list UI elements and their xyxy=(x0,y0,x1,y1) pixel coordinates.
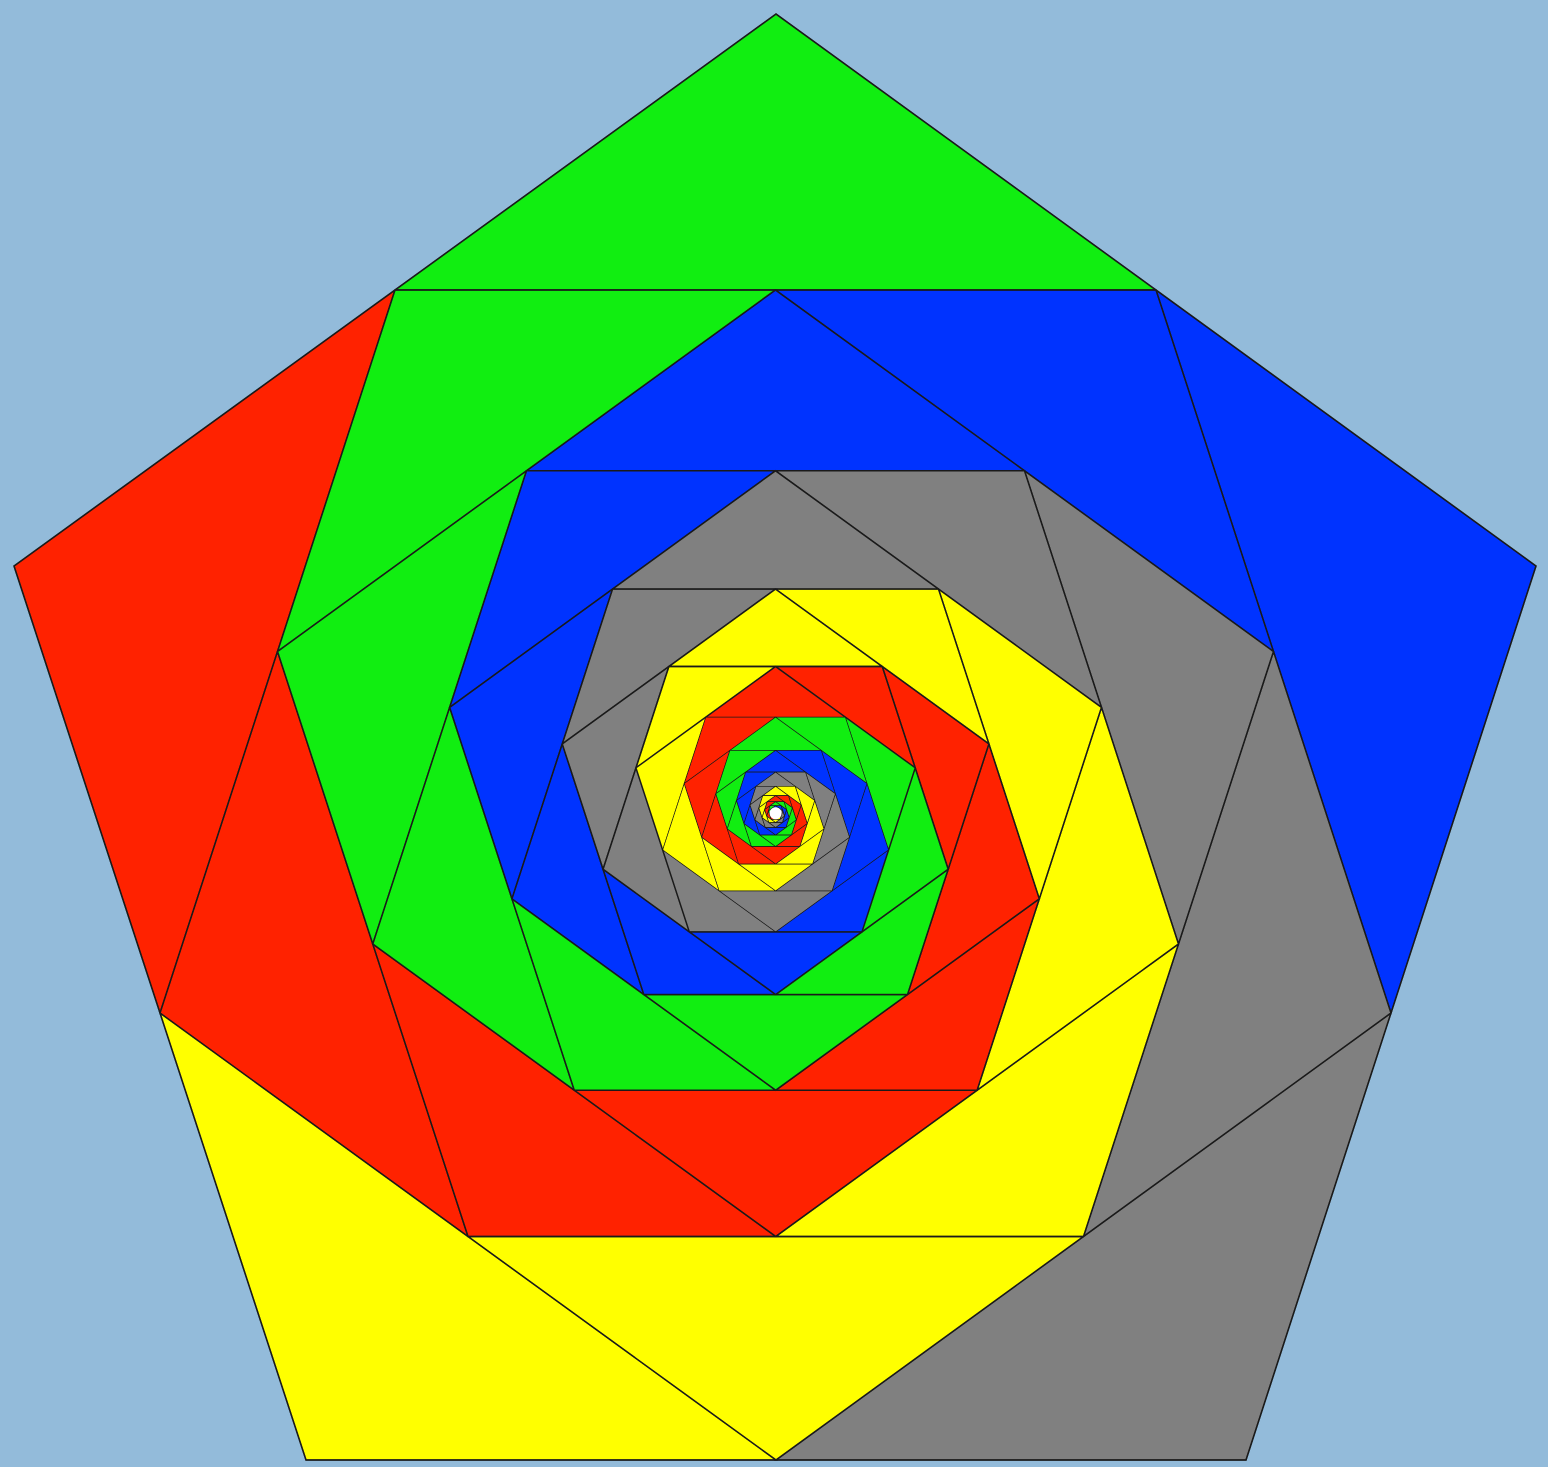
pentagon-outlines xyxy=(13,13,1537,1461)
spiral-center xyxy=(769,807,782,820)
